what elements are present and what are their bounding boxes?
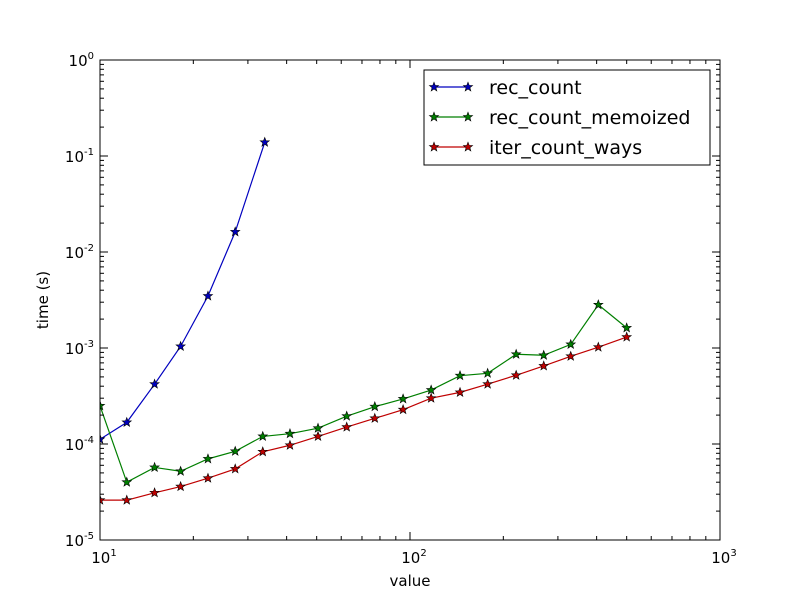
y-tick-label: 10-2 — [65, 243, 94, 262]
series-rec_count_memoized — [100, 299, 633, 487]
data-point — [482, 378, 494, 389]
y-tick-label: 10-3 — [65, 339, 94, 358]
data-point — [482, 367, 494, 378]
data-point — [538, 360, 550, 371]
data-point — [121, 416, 133, 427]
data-point — [259, 136, 271, 147]
data-point — [229, 226, 241, 237]
data-point — [592, 341, 604, 352]
data-point — [565, 350, 577, 361]
x-axis-label: value — [390, 572, 431, 590]
x-tick-label: 103 — [711, 548, 736, 567]
data-point — [175, 340, 187, 351]
data-point — [425, 392, 437, 403]
legend-marker — [428, 141, 440, 152]
legend-label: rec_count_memoized — [489, 107, 690, 129]
legend-label: iter_count_ways — [489, 137, 642, 159]
data-point — [257, 430, 269, 441]
y-tick-label: 10-1 — [65, 147, 94, 166]
data-point — [538, 349, 550, 360]
data-point — [100, 433, 106, 444]
legend-marker — [428, 81, 440, 92]
data-point — [341, 410, 353, 421]
data-point — [621, 331, 633, 342]
data-point — [454, 370, 466, 381]
x-tick-label: 101 — [91, 548, 116, 567]
data-point — [510, 348, 522, 359]
series-iter_count_ways — [100, 331, 633, 505]
data-point — [100, 494, 106, 505]
data-point — [121, 476, 133, 487]
data-point — [229, 463, 241, 474]
ticks-layer: 101 102 103 10-5 10-4 10-3 10-2 10-1 100 — [65, 51, 737, 567]
y-axis-label: time (s) — [34, 271, 52, 329]
data-point — [565, 338, 577, 349]
data-point — [284, 428, 296, 439]
data-point — [397, 403, 409, 415]
data-point — [175, 465, 187, 476]
data-point — [100, 400, 106, 411]
data-point — [175, 480, 187, 492]
data-point — [149, 487, 160, 498]
data-point — [202, 290, 214, 301]
legend-marker — [462, 111, 474, 122]
series-rec_count — [100, 136, 271, 444]
legend-marker — [462, 141, 474, 152]
data-point — [621, 322, 633, 333]
legend-marker — [462, 81, 474, 92]
series-layer — [100, 136, 633, 505]
legend-marker — [428, 111, 440, 122]
data-point — [149, 461, 160, 473]
y-tick-label: 100 — [69, 51, 94, 70]
legend: rec_count rec_count_memoized iter_count_wa… — [423, 69, 711, 166]
data-point — [121, 494, 133, 505]
data-point — [397, 393, 409, 404]
data-point — [592, 299, 604, 310]
data-point — [257, 446, 269, 457]
legend-entry: rec_count — [428, 77, 582, 99]
series-line — [100, 303, 628, 484]
data-point — [149, 378, 160, 389]
data-point — [202, 453, 214, 464]
data-point — [510, 369, 522, 380]
data-point — [229, 445, 241, 456]
legend-entry: iter_count_ways — [428, 137, 642, 159]
data-point — [369, 412, 381, 423]
legend-entry: rec_count_memoized — [428, 107, 690, 129]
y-tick-label: 10-5 — [65, 531, 94, 550]
data-point — [312, 422, 324, 433]
data-point — [312, 430, 324, 441]
data-point — [284, 439, 296, 450]
data-point — [425, 384, 437, 395]
y-tick-label: 10-4 — [65, 435, 94, 454]
data-point — [202, 472, 214, 483]
data-point — [369, 400, 381, 412]
data-point — [454, 386, 466, 397]
legend-label: rec_count — [489, 77, 582, 99]
data-point — [341, 421, 353, 432]
x-tick-label: 102 — [401, 548, 426, 567]
